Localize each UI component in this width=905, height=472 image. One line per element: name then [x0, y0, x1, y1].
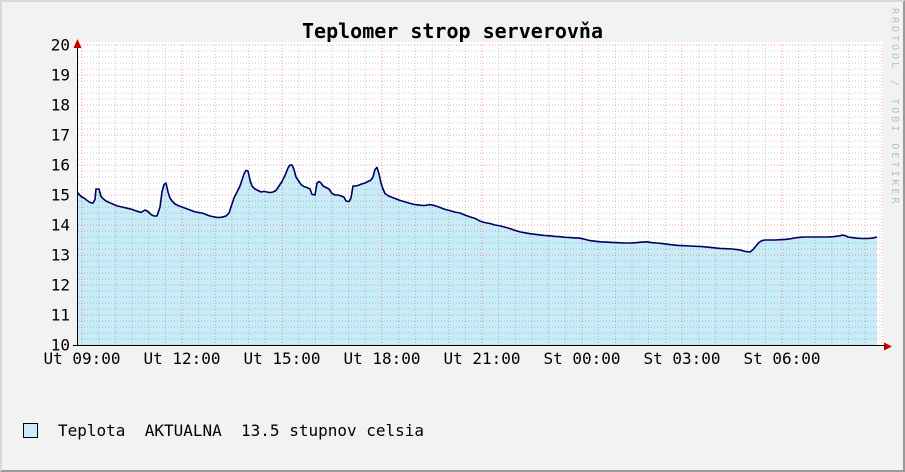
watermark-text: RRDTOOL / TOBI OETIKER	[889, 8, 900, 207]
graph-title: Teplomer strop serverovňa	[301, 19, 604, 43]
x-axis-label: Ut 09:00	[43, 349, 120, 368]
y-axis-label: 20	[51, 36, 70, 55]
temperature-chart: 10 11 12 13 14 15 16 17 18 19 20 Ut 09:00 Ut 12:00 Ut…	[43, 36, 892, 368]
y-axis-label: 13	[51, 246, 70, 265]
y-axis-label: 17	[51, 126, 70, 145]
x-axis-label: St 06:00	[743, 349, 820, 368]
x-axis-label: St 03:00	[643, 349, 720, 368]
x-axis-arrow-icon	[884, 342, 892, 351]
temperature-area	[78, 165, 877, 345]
y-axis-arrow-icon	[73, 39, 82, 48]
y-axis-label: 14	[51, 216, 70, 235]
x-axis-label: Ut 21:00	[443, 349, 520, 368]
y-axis-label: 16	[51, 156, 70, 175]
temperature-line	[77, 164, 878, 253]
y-axis-label: 12	[51, 276, 70, 295]
legend-swatch-icon	[23, 423, 38, 438]
y-axis-label: 18	[51, 96, 70, 115]
legend-row-aktualna: Teplota AKTUALNA 13.5 stupnov celsia	[2, 420, 903, 441]
legend-text-aktualna: Teplota AKTUALNA 13.5 stupnov celsia	[58, 421, 425, 440]
y-axis-label: 11	[51, 306, 70, 325]
x-axis-label: Ut 18:00	[343, 349, 420, 368]
y-axis-label: 19	[51, 66, 70, 85]
y-axis-label: 15	[51, 186, 70, 205]
legend: Teplota AKTUALNA 13.5 stupnov celsia MAX…	[2, 378, 903, 470]
x-axis-label: Ut 12:00	[143, 349, 220, 368]
x-axis-label: St 00:00	[543, 349, 620, 368]
y-axis-label: 10	[51, 336, 70, 355]
x-axis-label: Ut 15:00	[243, 349, 320, 368]
